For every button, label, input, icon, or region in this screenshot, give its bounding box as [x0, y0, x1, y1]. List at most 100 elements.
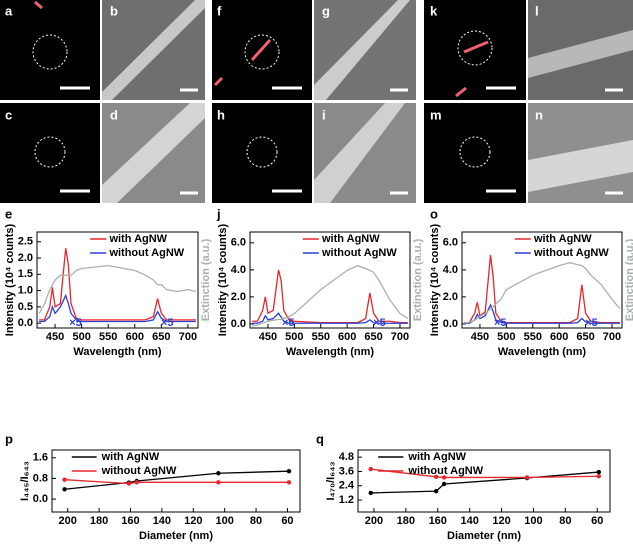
marker: [62, 487, 67, 492]
series-line: [64, 479, 290, 485]
nanowire: [102, 0, 205, 100]
y2-axis-label: Extinction (a.u.): [200, 238, 212, 321]
marker: [524, 475, 530, 480]
panel-label: f: [217, 3, 222, 18]
annotation: ×5: [585, 317, 598, 329]
annotation: ×5: [494, 317, 507, 329]
legend-label: without AgNW: [108, 247, 184, 259]
marker: [126, 481, 132, 486]
series-line: [39, 248, 196, 321]
plot-frame: [357, 449, 611, 513]
y-tick-label: 1.2: [339, 494, 354, 506]
y-tick-label: 0.0: [443, 318, 458, 330]
marker: [216, 480, 221, 485]
panel-label: o: [430, 206, 438, 221]
y-tick-label: 4.0: [443, 264, 458, 276]
y-tick-label: 0.8: [33, 472, 48, 484]
marker: [596, 474, 602, 479]
y-tick-label: 1.6: [33, 452, 48, 464]
panel-label: e: [5, 206, 12, 221]
y-tick-label: 6.0: [231, 237, 246, 249]
marker: [62, 477, 67, 482]
panel-label: d: [110, 107, 118, 122]
x-tick-label: 500: [497, 331, 515, 343]
series-line: [64, 470, 290, 490]
y-tick-label: 1.0: [18, 284, 33, 296]
y-tick-label: 4.0: [231, 264, 246, 276]
x-axis-label: Diameter (nm): [139, 530, 213, 542]
pl-image: [424, 0, 526, 100]
annotation: ×5: [161, 317, 174, 329]
pl-image: [424, 103, 526, 203]
y-tick-label: 2.5: [18, 236, 33, 248]
series-line: [464, 254, 620, 324]
annotation: ×5: [373, 317, 386, 329]
legend-label: with AgNW: [108, 233, 167, 245]
marker: [286, 468, 292, 474]
y-axis-label: Intensity (10⁴ counts): [429, 223, 441, 336]
marker: [368, 490, 373, 496]
nanowire: [314, 103, 405, 203]
scale-bars: [60, 86, 623, 195]
x-tick-label: 550: [99, 331, 117, 343]
panel-label: h: [217, 107, 225, 122]
marker: [596, 469, 602, 475]
nanowire: [528, 140, 633, 192]
marker: [286, 480, 292, 485]
pl-image: [0, 0, 100, 100]
y2-axis-label: Extinction (a.u.): [624, 238, 633, 321]
legend-label: without AgNW: [407, 465, 483, 477]
x-tick-label: 700: [391, 331, 409, 343]
x-tick-label: 200: [365, 515, 383, 527]
series-line: [370, 471, 599, 494]
x-tick-label: 100: [215, 515, 233, 527]
x-tick-label: 120: [492, 515, 510, 527]
x-tick-label: 180: [90, 515, 108, 527]
y-tick-label: 0.0: [231, 318, 246, 330]
annotation: ×5: [282, 317, 295, 329]
y2-axis-label: Extinction (a.u.): [412, 238, 424, 321]
x-axis-label: Wavelength (nm): [73, 346, 162, 358]
y-axis-label: Intensity (10⁴ counts): [217, 223, 229, 336]
marker: [433, 488, 439, 494]
x-tick-label: 500: [285, 331, 303, 343]
panel-label: a: [5, 3, 13, 18]
y-axis-label: I₄₇₀/I₆₄₃: [325, 461, 337, 500]
y-tick-label: 0.0: [33, 493, 48, 505]
series-line: [252, 269, 408, 324]
x-tick-label: 550: [312, 331, 330, 343]
panel-label: n: [535, 107, 543, 122]
series-line: [370, 468, 599, 479]
marker: [433, 474, 439, 480]
panel-label: q: [316, 431, 324, 446]
legend-label: without AgNW: [321, 247, 397, 259]
circles: [32, 30, 493, 168]
x-tick-label: 600: [338, 331, 356, 343]
legend-label: with AgNW: [321, 233, 380, 245]
plot-frame: [249, 231, 411, 329]
y-tick-label: 3.6: [339, 465, 354, 477]
series-line: [39, 293, 196, 323]
x-tick-label: 500: [72, 331, 90, 343]
x-tick-label: 120: [184, 515, 202, 527]
y-tick-label: 0.5: [18, 301, 33, 313]
x-tick-label: 700: [603, 331, 621, 343]
nanowire: [528, 30, 633, 78]
x-tick-label: 180: [397, 515, 415, 527]
series-line: [251, 264, 409, 327]
y-tick-label: 2.4: [339, 480, 355, 492]
series-line: [463, 262, 621, 324]
x-tick-label: 140: [460, 515, 478, 527]
x-axis-label: Diameter (nm): [447, 530, 521, 542]
panel-label: k: [430, 3, 438, 18]
marker: [216, 471, 221, 476]
x-tick-label: 60: [281, 515, 293, 527]
x-tick-label: 700: [179, 331, 197, 343]
legend-label: without AgNW: [101, 465, 177, 477]
x-tick-label: 650: [576, 331, 594, 343]
legend-label: with AgNW: [407, 451, 466, 463]
x-tick-label: 450: [259, 331, 277, 343]
pl-image: [212, 103, 312, 203]
x-tick-label: 80: [250, 515, 262, 527]
y-axis-label: I₄₄₅/I₆₄₃: [19, 461, 31, 501]
